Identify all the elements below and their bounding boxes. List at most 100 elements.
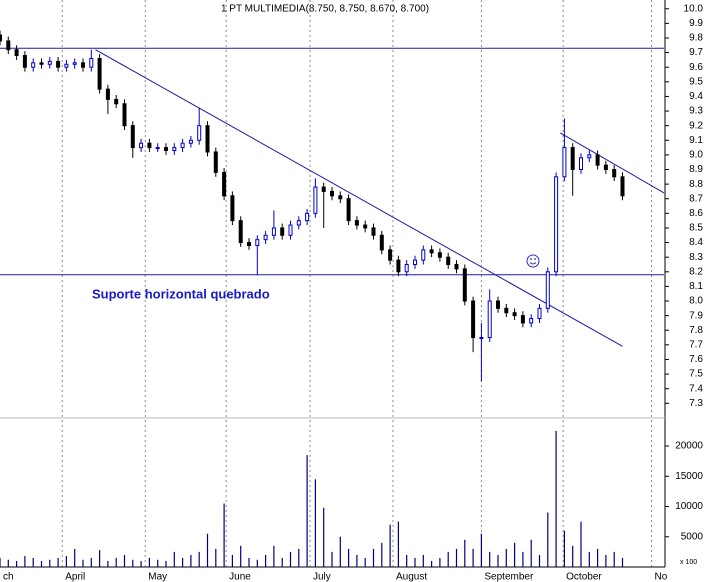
candle-body — [263, 234, 268, 241]
smiley — [526, 254, 540, 268]
x-tick-label: July — [313, 572, 331, 582]
y-tick-label: 7.5 — [689, 369, 703, 380]
candle-body — [305, 212, 310, 222]
x-tick-label: April — [65, 572, 85, 582]
y-tick-label: 9.5 — [689, 76, 703, 87]
y-tick-label: 8.4 — [689, 237, 703, 248]
candle-body — [404, 263, 409, 273]
candle-body — [496, 300, 500, 309]
y-tick-label: 9.4 — [689, 91, 703, 102]
candle-body — [620, 176, 625, 197]
y-tick-label: 9.1 — [689, 135, 703, 146]
x-tick-label: September — [484, 572, 534, 582]
candle-body — [72, 62, 77, 65]
candle-body — [413, 259, 417, 265]
candle-body — [188, 139, 193, 144]
x-tick-label: August — [396, 572, 427, 582]
candle-body — [570, 147, 575, 171]
y-tick-label: 8.5 — [689, 223, 703, 234]
candle-body — [504, 307, 509, 314]
y-tick-label: 7.4 — [689, 383, 703, 394]
y-tick-label: 20000 — [675, 441, 703, 452]
candle-body — [97, 57, 102, 90]
candle-body — [437, 252, 442, 258]
candle-body — [147, 142, 152, 149]
candle-body — [130, 125, 135, 149]
candle-body — [429, 249, 434, 254]
candle-body — [6, 40, 11, 51]
candle-body — [271, 227, 276, 236]
y-tick-label: 7.6 — [689, 354, 703, 365]
candle-body — [56, 60, 61, 68]
y-tick-label: 8.8 — [689, 179, 703, 190]
x-tick-label: May — [148, 572, 167, 582]
candle-body — [122, 103, 127, 127]
candle-body — [396, 259, 401, 273]
y-tick-label: 7.3 — [689, 398, 703, 409]
volume-scale-label: x 100 — [680, 559, 697, 566]
candle-body — [321, 186, 326, 192]
y-tick-label: 7.7 — [689, 339, 703, 350]
candle-body — [479, 337, 484, 340]
candle-body — [222, 171, 227, 197]
candle-body — [587, 154, 592, 159]
y-tick-label: 9.9 — [689, 18, 703, 29]
candle-body — [288, 224, 293, 236]
candle-body — [39, 62, 44, 65]
candle-body — [114, 98, 119, 105]
candle-body — [421, 249, 426, 261]
candle-body — [205, 125, 210, 153]
x-tick-label: June — [229, 572, 251, 582]
y-tick-label: 7.8 — [689, 325, 703, 336]
candle-body — [14, 49, 19, 57]
candle-body — [462, 268, 467, 302]
candle-body — [0, 34, 2, 42]
candle-body — [139, 142, 144, 149]
candle-body — [354, 220, 359, 226]
candle-body — [247, 242, 251, 246]
candle-body — [512, 312, 517, 317]
y-tick-label: 8.7 — [689, 193, 703, 204]
candle-body — [595, 154, 600, 166]
candle-body — [238, 220, 243, 244]
y-tick-label: 5000 — [681, 531, 704, 542]
candle-body — [230, 195, 235, 222]
candle-body — [454, 263, 459, 270]
candle-body — [172, 147, 177, 152]
y-tick-label: 9.6 — [689, 62, 703, 73]
candle-body — [89, 57, 94, 68]
candle-body — [388, 249, 393, 261]
candle-body — [363, 224, 368, 229]
trend-line — [559, 132, 665, 194]
candle-body — [612, 169, 617, 178]
y-tick-label: 8.9 — [689, 164, 703, 175]
candle-body — [554, 176, 559, 273]
candle-body — [155, 147, 160, 150]
x-tick-label: ch — [3, 572, 14, 582]
candle-body — [64, 63, 69, 68]
candle-body — [330, 190, 334, 197]
candle-body — [529, 318, 534, 324]
y-tick-label: 10.0 — [684, 3, 704, 14]
annotation: Suporte horizontal quebrado — [92, 286, 270, 301]
y-tick-label: 7.9 — [689, 310, 703, 321]
y-tick-label: 9.7 — [689, 47, 703, 58]
y-tick-label: 8.1 — [689, 281, 703, 292]
candle-body — [280, 227, 285, 236]
candle-body — [579, 157, 583, 171]
candle-body — [47, 60, 52, 65]
candle-body — [180, 142, 185, 149]
candle-body — [22, 55, 27, 68]
candle-body — [81, 62, 85, 68]
y-tick-label: 15000 — [675, 471, 703, 482]
candle-body — [338, 195, 343, 200]
candle-body — [296, 220, 301, 226]
candle-body — [213, 151, 218, 173]
candle-body — [379, 234, 384, 251]
candle-body — [562, 147, 567, 178]
candle-body — [164, 147, 168, 152]
candle-body — [520, 315, 525, 324]
candle-body — [197, 125, 202, 141]
y-tick-label: 9.2 — [689, 120, 703, 131]
